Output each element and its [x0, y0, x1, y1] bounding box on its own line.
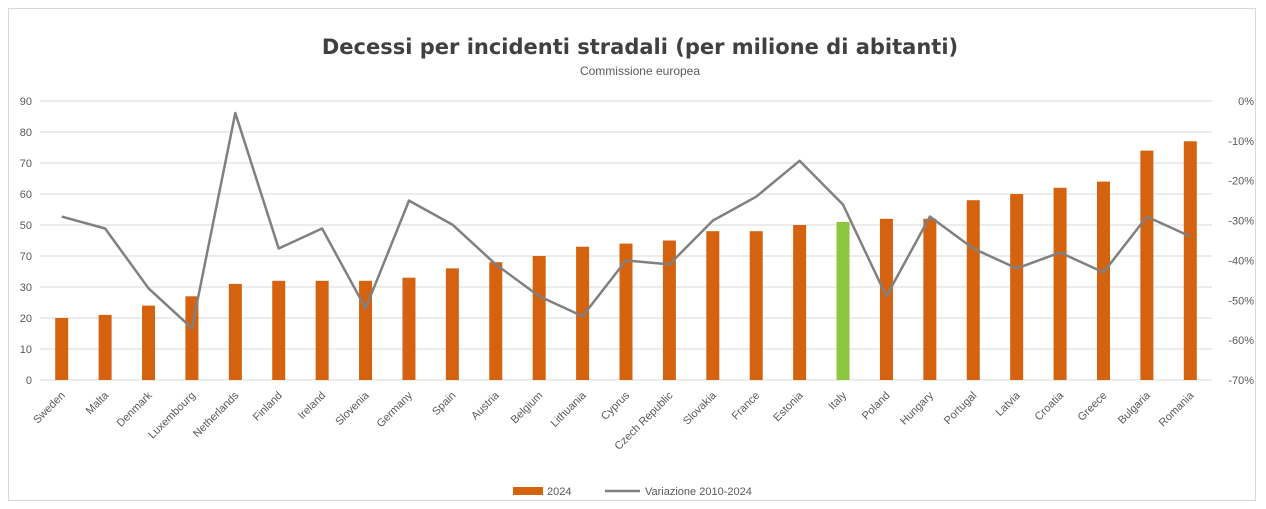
bar-portugal: [966, 200, 980, 380]
bar-netherlands: [228, 283, 242, 380]
right-tick-label: -50%: [1228, 295, 1254, 307]
category-label: Netherlands: [191, 389, 242, 440]
left-tick-label: 0: [26, 375, 32, 387]
category-label: Lithuania: [549, 389, 590, 430]
category-label: Cyprus: [599, 389, 632, 422]
right-axis-ticks: -70% -60% -50% -40% -30% -20% -10% 0%: [1228, 96, 1254, 387]
bar-hungary: [923, 218, 937, 380]
bar-denmark: [142, 305, 156, 380]
left-tick-label: 60: [20, 189, 32, 201]
category-label: Romania: [1157, 389, 1197, 429]
line-series: [61, 111, 1191, 330]
category-label: Portugal: [942, 390, 979, 427]
bar-finland: [272, 280, 286, 380]
bar-slovakia: [706, 231, 720, 380]
category-label: Belgium: [509, 390, 546, 427]
category-label: Sweden: [31, 390, 68, 427]
category-label: Germany: [375, 389, 416, 430]
category-label: Estonia: [771, 389, 806, 424]
chart-subtitle: Commissione europea: [580, 64, 700, 78]
category-label: Austria: [469, 389, 502, 422]
bar-spain: [445, 268, 459, 380]
right-tick-label: -40%: [1228, 255, 1254, 267]
category-label: Denmark: [115, 389, 155, 429]
category-label: Croatia: [1033, 389, 1067, 423]
bar-malta: [98, 314, 112, 380]
bar-slovenia: [359, 280, 373, 380]
category-label: Malta: [84, 389, 112, 417]
bar-germany: [402, 277, 416, 380]
right-tick-label: 0%: [1238, 96, 1254, 108]
left-tick-label: 90: [20, 96, 32, 108]
right-tick-label: -70%: [1228, 375, 1254, 387]
category-label: Slovenia: [333, 389, 372, 428]
legend: 2024 Variazione 2010-2024: [513, 486, 752, 498]
bar-poland: [879, 218, 893, 380]
legend-label-bar: 2024: [547, 486, 571, 498]
bar-cyprus: [619, 243, 633, 380]
left-tick-label: 20: [20, 313, 32, 325]
right-tick-label: -20%: [1228, 176, 1254, 188]
bar-latvia: [1010, 194, 1024, 380]
category-label: Slovakia: [681, 389, 720, 428]
right-tick-label: -60%: [1228, 335, 1254, 347]
right-tick-label: -30%: [1228, 216, 1254, 228]
right-tick-label: -10%: [1228, 136, 1254, 148]
bar-belgium: [532, 256, 546, 380]
left-tick-label: 10: [20, 344, 32, 356]
left-tick-label: 70: [20, 158, 32, 170]
bar-bulgaria: [1140, 150, 1154, 380]
category-label: Luxembourg: [146, 390, 198, 442]
category-label: Bulgaria: [1116, 389, 1154, 427]
bar-estonia: [793, 225, 807, 380]
category-label: Greece: [1076, 390, 1110, 424]
left-tick-label: 50: [20, 220, 32, 232]
legend-label-line: Variazione 2010-2024: [645, 486, 752, 498]
chart-title: Decessi per incidenti stradali (per mili…: [322, 35, 958, 59]
chart-frame: [8, 8, 1256, 501]
left-axis-ticks: 0 10 20 30 70 50 60 70 80 90: [20, 96, 32, 387]
legend-swatch-bar: [513, 487, 543, 495]
left-tick-label: 80: [20, 127, 32, 139]
bar-croatia: [1053, 187, 1067, 380]
category-label: Ireland: [296, 390, 328, 422]
category-label: Finland: [251, 390, 285, 424]
bar-austria: [489, 262, 503, 380]
category-label: Latvia: [994, 389, 1024, 419]
bar-italy: [836, 221, 850, 380]
left-tick-label: 70: [20, 251, 32, 263]
category-label: Hungary: [898, 389, 936, 427]
left-tick-label: 30: [20, 282, 32, 294]
category-label: France: [730, 390, 763, 423]
bar-sweden: [55, 318, 69, 380]
bar-czech-republic: [662, 240, 676, 380]
category-label: Italy: [826, 389, 849, 412]
bar-france: [749, 231, 763, 380]
category-label: Spain: [430, 390, 458, 418]
bar-lithuania: [576, 246, 590, 380]
bar-romania: [1183, 141, 1197, 380]
bar-ireland: [315, 280, 329, 380]
category-label: Poland: [860, 390, 893, 423]
bar-greece: [1096, 181, 1110, 380]
variation-line: [61, 111, 1191, 330]
